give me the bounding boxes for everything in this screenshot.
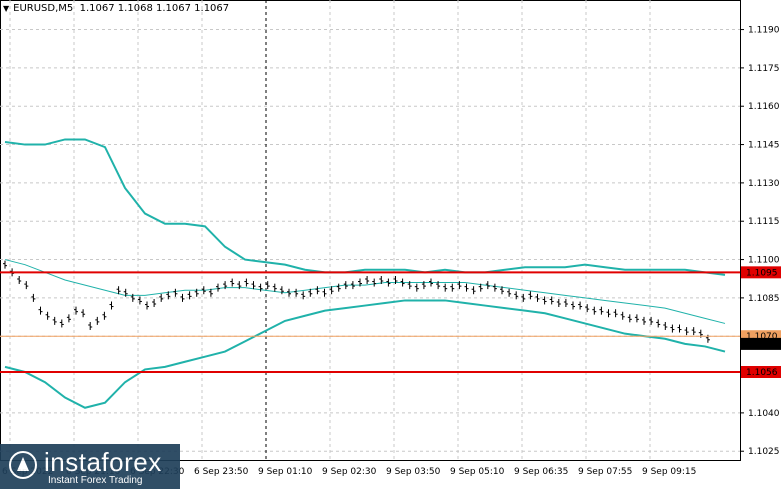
y-tick-label: 1.1160	[748, 102, 780, 112]
x-tick-label: 9 Sep 09:15	[642, 467, 696, 477]
instaforex-logo-icon	[9, 451, 37, 479]
logo-brand-text: instaforex	[44, 447, 162, 477]
instaforex-logo: instaforex Instant Forex Trading	[0, 444, 180, 489]
x-tick-label: 9 Sep 03:50	[386, 467, 441, 477]
level-price-label: 1.1056	[746, 368, 778, 378]
triangle-down-icon[interactable]: ▼	[3, 4, 10, 13]
y-tick-label: 1.1040	[748, 409, 780, 419]
y-tick-label: 1.1085	[748, 294, 780, 304]
x-tick-label: 9 Sep 05:10	[450, 467, 505, 477]
x-tick-label: 9 Sep 07:55	[578, 467, 632, 477]
y-tick-label: 1.1190	[748, 26, 780, 36]
current-price-tag	[741, 337, 781, 350]
bollinger-upper-band	[4, 138, 726, 276]
x-tick-label: 9 Sep 02:30	[322, 467, 377, 477]
logo-tagline: Instant Forex Trading	[48, 475, 143, 486]
bid-price-label: 1.1070	[746, 332, 778, 342]
symbol-name: EURUSD,M5	[13, 3, 74, 14]
bollinger-middle-band	[4, 259, 726, 324]
y-tick-label: 1.1025	[748, 447, 780, 457]
bollinger-lower-band	[4, 299, 726, 409]
y-tick-label: 1.1100	[748, 256, 780, 266]
x-tick-label: 9 Sep 01:10	[258, 467, 313, 477]
quote-values: 1.1067 1.1068 1.1067 1.1067	[79, 3, 230, 14]
x-tick-label: 9 Sep 06:35	[514, 467, 568, 477]
y-tick-label: 1.1145	[748, 141, 780, 151]
current-price-label: 1.1067	[746, 340, 778, 350]
symbol-header: ▼ EURUSD,M5 1.1067 1.1068 1.1067 1.1067	[3, 3, 229, 14]
level-price-tag	[741, 266, 781, 279]
plot-frame	[0, 0, 741, 461]
level-price-tag	[741, 366, 781, 378]
y-tick-label: 1.1130	[748, 179, 780, 189]
x-tick-label: 6 Sep 23:50	[194, 467, 249, 477]
y-tick-label: 1.1115	[748, 217, 780, 227]
y-tick-label: 1.1175	[748, 64, 780, 74]
level-price-label: 1.1095	[746, 268, 778, 278]
